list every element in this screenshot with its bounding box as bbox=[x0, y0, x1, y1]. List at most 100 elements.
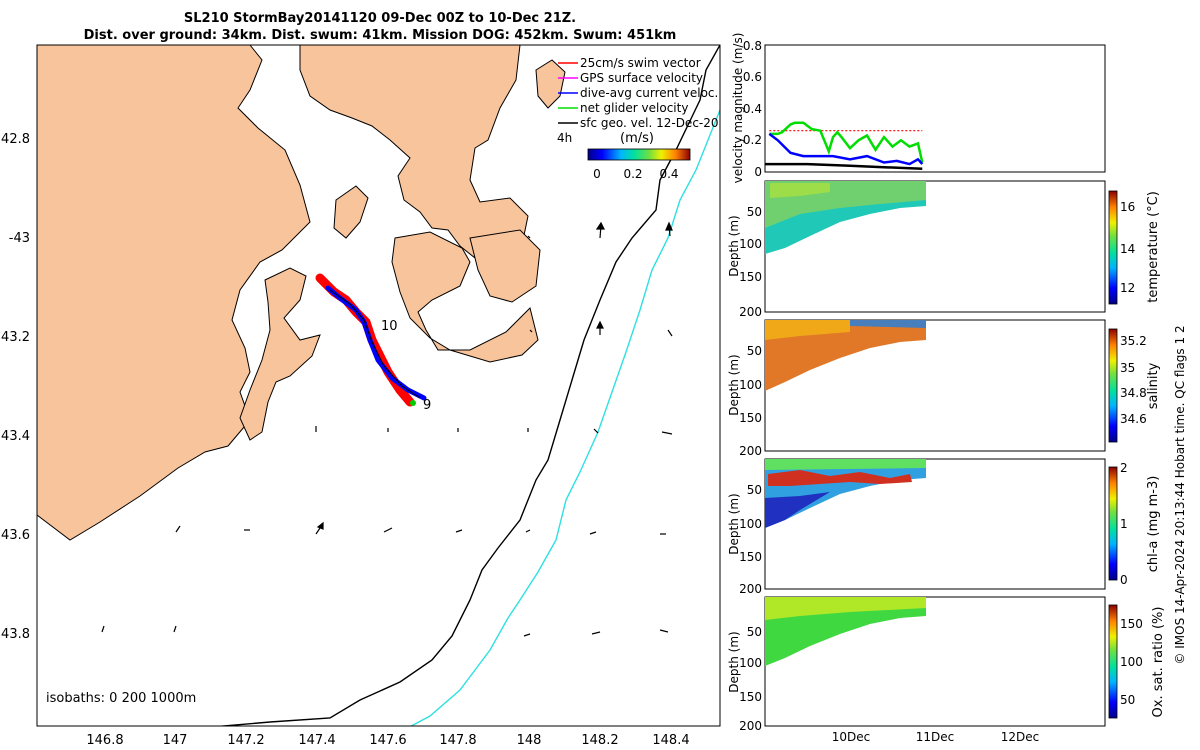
velocity-series-sfc-geo-vel- bbox=[765, 162, 923, 171]
temperature-colorbar bbox=[1108, 190, 1118, 305]
isobaths-label: isobaths: 0 200 1000m bbox=[46, 691, 196, 706]
velocity-series-net-glider-velocity bbox=[769, 121, 924, 163]
temperature-ylabel: Depth (m) bbox=[727, 215, 741, 276]
legend-sfc-geo-velocity: sfc geo. vel. 12-Dec-2014 bbox=[580, 116, 734, 130]
arrow bbox=[593, 428, 599, 434]
colorbar-tick-0-4: 0.4 bbox=[659, 167, 678, 181]
x-tick: 146.8 bbox=[86, 733, 123, 748]
chla-deep bbox=[765, 492, 830, 528]
sal-cb-tick: 34.6 bbox=[1120, 412, 1147, 426]
arrow bbox=[529, 329, 533, 333]
sal-y-tick: 150 bbox=[739, 411, 762, 425]
salinity-surface-fresh bbox=[850, 320, 926, 328]
land-eastern-point bbox=[469, 229, 541, 303]
arrow bbox=[527, 235, 531, 239]
arrow bbox=[523, 633, 531, 637]
arrow bbox=[659, 629, 669, 633]
temp-y-tick: 150 bbox=[739, 270, 762, 284]
x-tick: 147.6 bbox=[369, 733, 406, 748]
glider-track-black bbox=[329, 289, 421, 399]
arrow bbox=[661, 431, 673, 435]
time-tick: 11Dec bbox=[916, 730, 955, 744]
land-tasman-peninsula bbox=[239, 267, 321, 441]
salinity-cblabel: salinity bbox=[1146, 362, 1161, 409]
velocity-series bbox=[765, 121, 924, 171]
y-tick: 43.2 bbox=[1, 330, 30, 345]
land-northeast bbox=[535, 59, 566, 109]
colorbar-tick-0: 0 bbox=[593, 167, 601, 181]
oxygen-ylabel: Depth (m) bbox=[727, 631, 741, 692]
temp-y-tick: 100 bbox=[739, 237, 762, 251]
land bbox=[37, 45, 566, 541]
chla-cb-tick: 1 bbox=[1120, 517, 1128, 531]
arrow bbox=[525, 529, 531, 533]
salinity-field bbox=[765, 320, 926, 391]
salinity-panel: 34.6 34.8 35 35.2 salinity 50 100 150 20… bbox=[727, 319, 1161, 458]
chla-ylabel: Depth (m) bbox=[727, 493, 741, 554]
vel-y-tick: 0.4 bbox=[743, 102, 762, 116]
arrow bbox=[175, 525, 181, 533]
chla-y-tick: 200 bbox=[739, 582, 762, 596]
arrow bbox=[101, 625, 105, 633]
y-tick: -43 bbox=[9, 231, 30, 246]
salinity-upper-layer bbox=[765, 320, 850, 340]
x-tick: 148 bbox=[517, 733, 542, 748]
legend-gps-velocity: GPS surface velocity bbox=[580, 71, 703, 85]
arrow bbox=[591, 631, 601, 635]
time-tick: 10Dec bbox=[832, 730, 871, 744]
sal-cb-tick: 35.2 bbox=[1120, 334, 1147, 348]
time-tick: 12Dec bbox=[1001, 730, 1040, 744]
vel-y-tick: 0 bbox=[754, 165, 762, 179]
arrow bbox=[173, 625, 177, 633]
x-tick: 148.2 bbox=[581, 733, 618, 748]
temp-cb-tick: 12 bbox=[1120, 281, 1135, 295]
ox-y-tick: 150 bbox=[739, 690, 762, 704]
legend-time-label: 4h bbox=[557, 131, 572, 145]
chla-panel: 0 1 2 chl-a (mg m-3) 50 100 150 200 Dept… bbox=[727, 458, 1161, 596]
x-tick: 147.4 bbox=[298, 733, 335, 748]
chla-cb-tick: 0 bbox=[1120, 573, 1128, 587]
land-forestier-peninsula bbox=[299, 45, 529, 263]
y-tick: 42.8 bbox=[1, 132, 30, 147]
ox-cb-tick: 150 bbox=[1120, 617, 1143, 631]
chla-maximum bbox=[768, 470, 912, 486]
land-central-island bbox=[391, 231, 539, 363]
land-bruny-north bbox=[333, 185, 369, 239]
arrow bbox=[667, 329, 673, 337]
colorbar-tick-0-2: 0.2 bbox=[623, 167, 642, 181]
map-y-axis: 42.8 -43 43.2 43.4 43.6 43.8 bbox=[1, 132, 30, 642]
arrow bbox=[315, 521, 324, 535]
chla-cblabel: chl-a (mg m-3) bbox=[1146, 476, 1161, 573]
track-label-day-9: 9 bbox=[423, 398, 431, 413]
y-tick: 43.6 bbox=[1, 528, 30, 543]
copyright-footer: © IMOS 14-Apr-2024 20:13:44 Hobart time.… bbox=[1173, 325, 1187, 664]
sal-y-tick: 50 bbox=[747, 344, 762, 358]
arrow bbox=[665, 221, 673, 237]
vel-y-tick: 0.6 bbox=[743, 70, 762, 84]
ox-cb-tick: 50 bbox=[1120, 693, 1135, 707]
colorbar-units: (m/s) bbox=[620, 131, 654, 146]
arrow bbox=[595, 221, 605, 239]
ox-y-tick: 200 bbox=[739, 719, 762, 733]
salinity-colorbar bbox=[1108, 328, 1118, 443]
vel-y-tick: 0.8 bbox=[743, 39, 762, 53]
x-tick: 147 bbox=[163, 733, 188, 748]
sfc-velocity-arrows bbox=[101, 221, 673, 637]
temp-cb-tick: 16 bbox=[1120, 200, 1135, 214]
arrow bbox=[596, 320, 604, 335]
velocity-panel: 0 0.2 0.4 0.6 0.8 velocity magnitude (m/… bbox=[731, 33, 1106, 184]
map-panel: 10 9 bbox=[37, 45, 734, 726]
map-x-axis: 146.8 147 147.2 147.4 147.6 147.8 148 14… bbox=[86, 733, 689, 748]
map-speed-colorbar bbox=[587, 148, 691, 161]
sal-y-tick: 100 bbox=[739, 378, 762, 392]
velocity-ylabel: velocity magnitude (m/s) bbox=[731, 33, 745, 184]
x-tick: 147.8 bbox=[439, 733, 476, 748]
chla-colorbar bbox=[1108, 466, 1118, 581]
chla-surface bbox=[765, 459, 926, 470]
chla-y-tick: 150 bbox=[739, 550, 762, 564]
vel-y-tick: 0.2 bbox=[743, 133, 762, 147]
sal-y-tick: 200 bbox=[739, 444, 762, 458]
ox-cb-tick: 100 bbox=[1120, 655, 1143, 669]
temp-cb-tick: 14 bbox=[1120, 242, 1135, 256]
arrow bbox=[383, 527, 393, 533]
